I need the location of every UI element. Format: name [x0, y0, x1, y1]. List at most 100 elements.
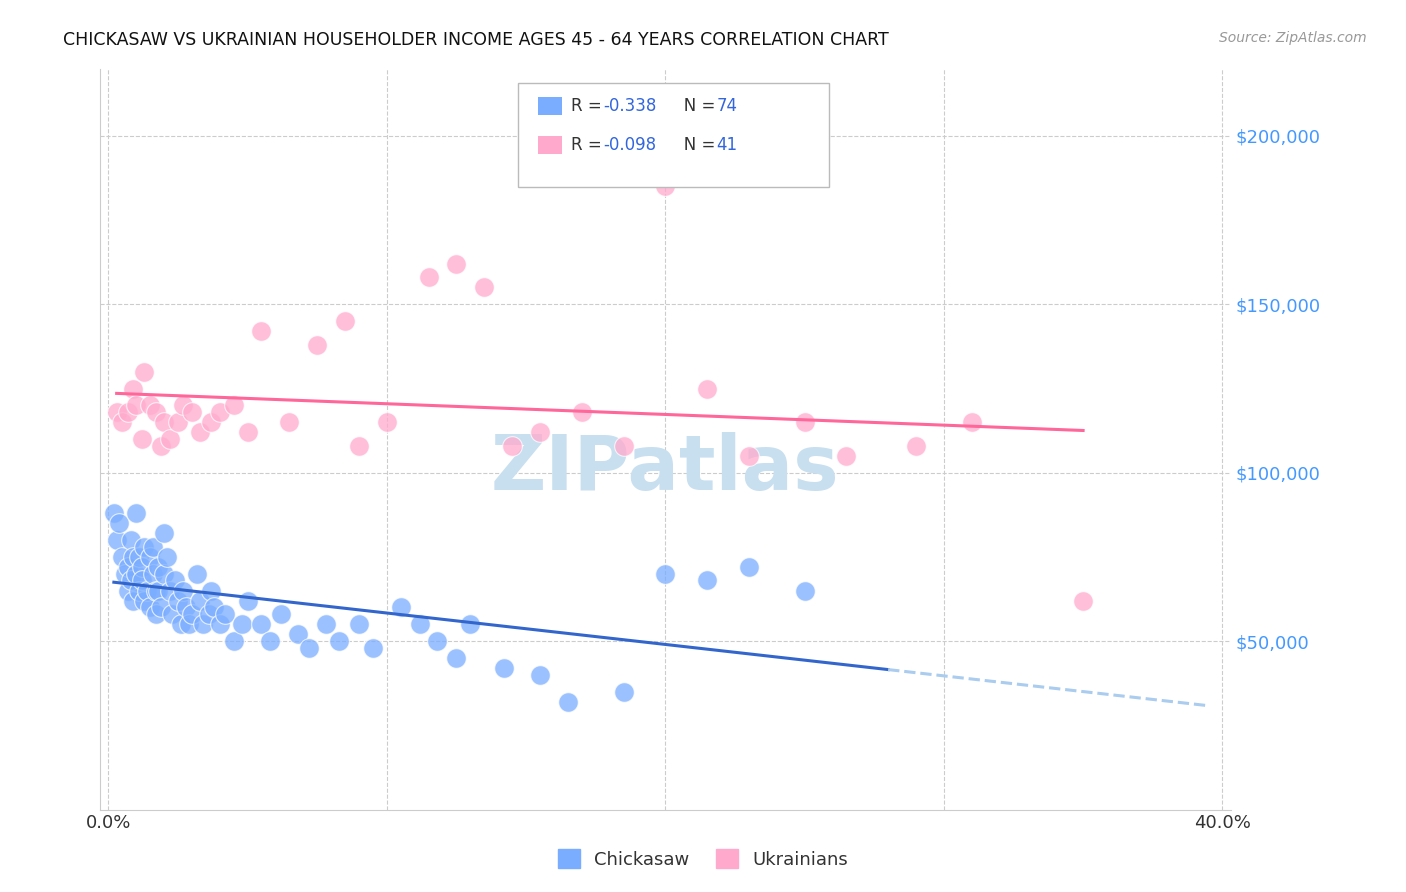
Point — [214, 607, 236, 622]
Point — [162, 607, 184, 622]
Point — [472, 280, 495, 294]
Point — [250, 617, 273, 632]
Point — [167, 593, 190, 607]
Point — [222, 634, 245, 648]
Text: Source: ZipAtlas.com: Source: ZipAtlas.com — [1219, 31, 1367, 45]
Point — [120, 574, 142, 588]
Point — [529, 425, 551, 440]
Point — [145, 405, 167, 419]
Point — [150, 600, 173, 615]
Point — [200, 583, 222, 598]
Point — [287, 627, 309, 641]
Point — [177, 617, 200, 632]
Point — [200, 415, 222, 429]
Point — [418, 270, 440, 285]
Point — [347, 617, 370, 632]
Point — [208, 405, 231, 419]
Point — [167, 415, 190, 429]
Point — [529, 668, 551, 682]
Point — [191, 617, 214, 632]
Point — [134, 593, 156, 607]
Point — [904, 439, 927, 453]
Point — [173, 398, 195, 412]
Point — [278, 415, 301, 429]
Point — [108, 516, 131, 531]
Point — [125, 506, 148, 520]
Point — [122, 382, 145, 396]
Point — [153, 526, 176, 541]
Point — [170, 617, 193, 632]
Point — [142, 540, 165, 554]
Point — [375, 415, 398, 429]
Point — [142, 566, 165, 581]
Point — [298, 640, 321, 655]
Point — [197, 607, 219, 622]
Point — [409, 617, 432, 632]
Point — [111, 549, 134, 564]
Point — [793, 583, 815, 598]
Point — [612, 439, 634, 453]
Text: CHICKASAW VS UKRAINIAN HOUSEHOLDER INCOME AGES 45 - 64 YEARS CORRELATION CHART: CHICKASAW VS UKRAINIAN HOUSEHOLDER INCOM… — [63, 31, 889, 49]
Point — [328, 634, 350, 648]
Point — [117, 405, 139, 419]
Text: -0.338: -0.338 — [603, 97, 657, 115]
Point — [150, 439, 173, 453]
Text: -0.098: -0.098 — [603, 136, 657, 153]
Text: 74: 74 — [716, 97, 737, 115]
Point — [180, 607, 202, 622]
Point — [270, 607, 292, 622]
Point — [120, 533, 142, 547]
Point — [250, 324, 273, 338]
Point — [460, 617, 482, 632]
Point — [145, 583, 167, 598]
Point — [122, 593, 145, 607]
Point — [156, 549, 179, 564]
Point — [738, 449, 761, 463]
Point — [180, 405, 202, 419]
Point — [139, 600, 162, 615]
Point — [347, 439, 370, 453]
Point — [148, 583, 170, 598]
Point — [103, 506, 125, 520]
Point — [446, 651, 468, 665]
Point — [159, 432, 181, 446]
Text: 41: 41 — [716, 136, 737, 153]
Point — [131, 432, 153, 446]
Point — [501, 439, 523, 453]
Point — [571, 405, 593, 419]
Text: R =: R = — [571, 97, 607, 115]
Point — [145, 607, 167, 622]
Point — [446, 257, 468, 271]
Point — [612, 684, 634, 698]
Point — [259, 634, 281, 648]
Point — [654, 566, 676, 581]
Point — [333, 314, 356, 328]
Point — [654, 179, 676, 194]
Point — [188, 425, 211, 440]
Point — [122, 549, 145, 564]
Point — [128, 549, 150, 564]
Text: N =: N = — [668, 97, 720, 115]
Point — [1071, 593, 1094, 607]
Point — [153, 415, 176, 429]
Point — [315, 617, 337, 632]
Point — [131, 560, 153, 574]
Point — [125, 398, 148, 412]
Point — [148, 560, 170, 574]
Point — [136, 583, 159, 598]
Legend: Chickasaw, Ukrainians: Chickasaw, Ukrainians — [553, 844, 853, 874]
Point — [389, 600, 412, 615]
Point — [696, 382, 718, 396]
Text: ZIPatlas: ZIPatlas — [491, 432, 839, 506]
Point — [557, 695, 579, 709]
Point — [793, 415, 815, 429]
Point — [231, 617, 253, 632]
Point — [153, 566, 176, 581]
Point — [361, 640, 384, 655]
FancyBboxPatch shape — [537, 136, 562, 153]
Point — [738, 560, 761, 574]
Point — [222, 398, 245, 412]
Point — [186, 566, 208, 581]
Point — [134, 365, 156, 379]
Point — [236, 593, 259, 607]
